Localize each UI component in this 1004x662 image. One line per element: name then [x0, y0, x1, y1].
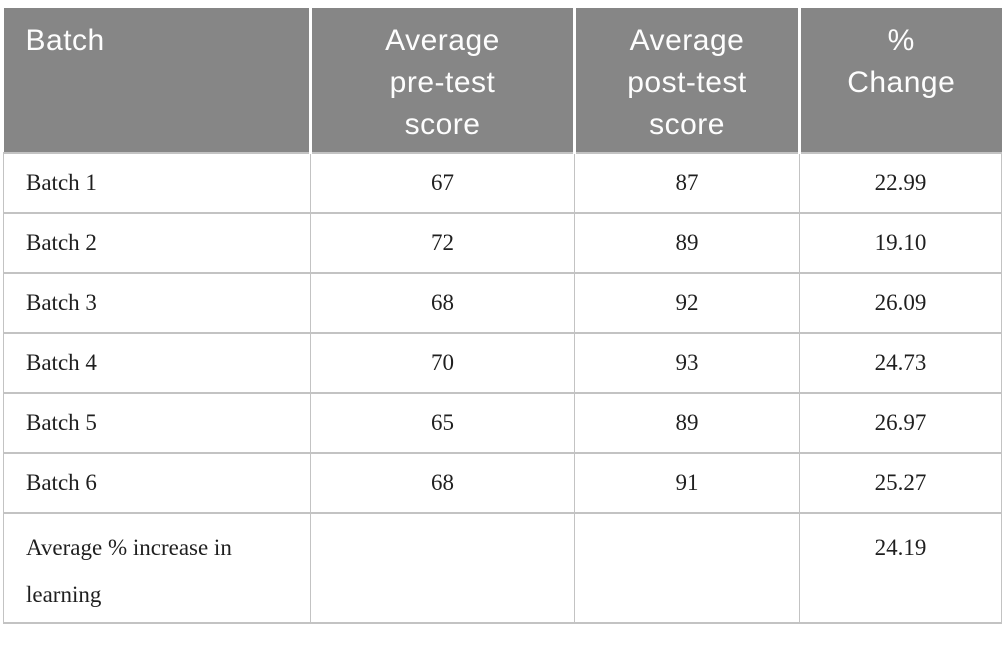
cell-batch-name: Batch 3 [3, 272, 311, 334]
cell-average-percent-change: 24.19 [799, 512, 1002, 624]
header-label-batch: Batch [25, 24, 105, 57]
cell-batch-name: Batch 6 [3, 452, 311, 514]
cell-posttest-score-empty [574, 512, 800, 624]
cell-posttest-score: 87 [574, 152, 800, 214]
header-row: Batch Average pre-test score Average pos… [3, 8, 1002, 153]
cell-pretest-score: 68 [310, 452, 575, 514]
cell-posttest-score: 89 [574, 212, 800, 274]
header-cell-percent-change: % Change [798, 8, 1002, 153]
cell-posttest-score: 91 [574, 452, 800, 514]
header-label-pretest: Average pre-test score [385, 24, 500, 141]
cell-pretest-score: 72 [310, 212, 575, 274]
table-row-batch-5: Batch 5 65 89 26.97 [3, 392, 1002, 454]
table-body: Batch 1 67 87 22.99 Batch 2 72 89 19.10 … [3, 152, 1002, 624]
header-label-percent-change: % Change [847, 24, 956, 99]
header-cell-batch: Batch [3, 8, 311, 153]
table-row-batch-1: Batch 1 67 87 22.99 [3, 152, 1002, 214]
table-row-average-summary: Average % increase in learning 24.19 [3, 512, 1002, 624]
table-row-batch-2: Batch 2 72 89 19.10 [3, 212, 1002, 274]
header-label-posttest: Average post-test score [627, 24, 747, 141]
cell-batch-name: Batch 5 [3, 392, 311, 454]
header-cell-pretest: Average pre-test score [309, 8, 575, 153]
cell-pretest-score: 68 [310, 272, 575, 334]
cell-percent-change: 22.99 [799, 152, 1002, 214]
table-header: Batch Average pre-test score Average pos… [3, 8, 1002, 153]
cell-batch-name: Batch 4 [3, 332, 311, 394]
table-row-batch-3: Batch 3 68 92 26.09 [3, 272, 1002, 334]
cell-pretest-score-empty [310, 512, 575, 624]
cell-percent-change: 25.27 [799, 452, 1002, 514]
table-row-batch-6: Batch 6 68 91 25.27 [3, 452, 1002, 514]
cell-batch-name: Batch 2 [3, 212, 311, 274]
cell-batch-name: Batch 1 [3, 152, 311, 214]
cell-percent-change: 26.09 [799, 272, 1002, 334]
cell-posttest-score: 89 [574, 392, 800, 454]
cell-pretest-score: 67 [310, 152, 575, 214]
cell-posttest-score: 92 [574, 272, 800, 334]
pretest-posttest-results-table: Batch Average pre-test score Average pos… [3, 8, 1002, 624]
cell-percent-change: 26.97 [799, 392, 1002, 454]
table-row-batch-4: Batch 4 70 93 24.73 [3, 332, 1002, 394]
cell-pretest-score: 70 [310, 332, 575, 394]
header-cell-posttest: Average post-test score [573, 8, 800, 153]
cell-posttest-score: 93 [574, 332, 800, 394]
cell-pretest-score: 65 [310, 392, 575, 454]
cell-percent-change: 24.73 [799, 332, 1002, 394]
cell-summary-label: Average % increase in learning [3, 512, 311, 624]
cell-percent-change: 19.10 [799, 212, 1002, 274]
